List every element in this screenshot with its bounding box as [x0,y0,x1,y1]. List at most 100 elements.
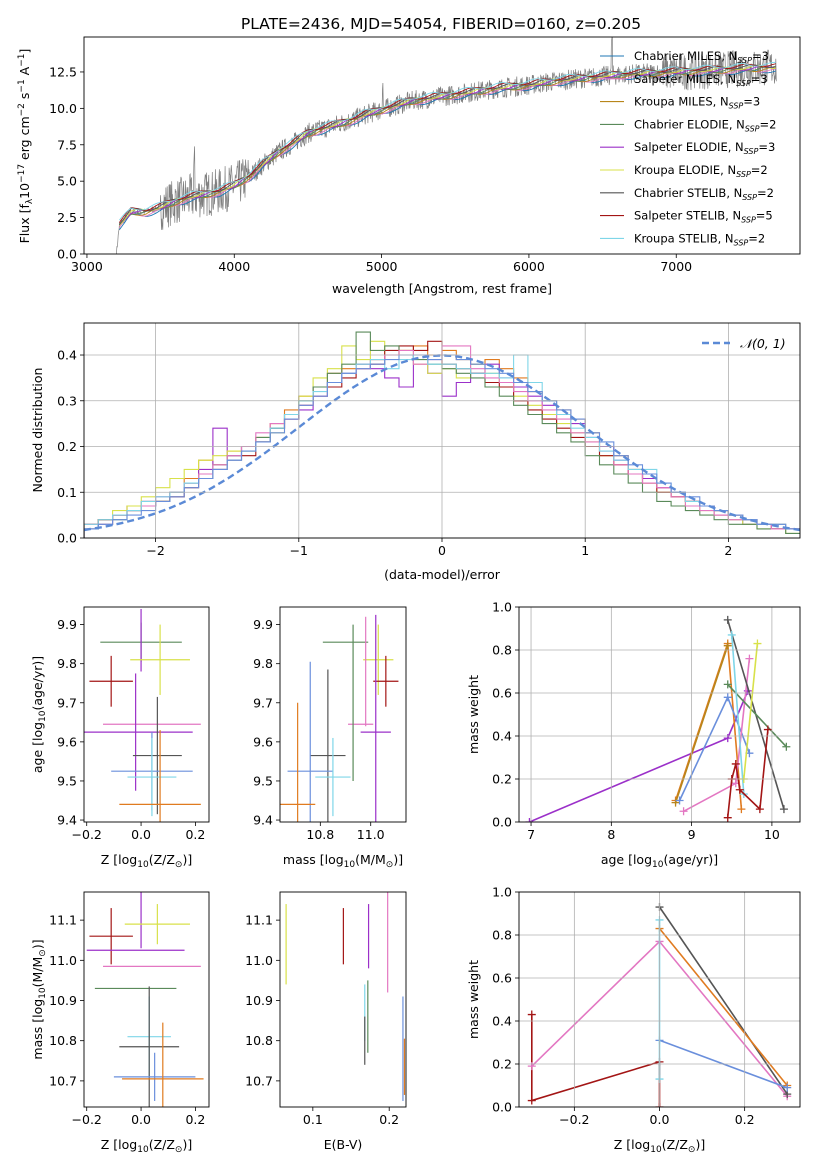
x-axis-label-part: (M/M [355,852,386,867]
y-tick-label: 9.4 [57,813,77,828]
x-tick-label: −0.2 [72,827,102,842]
y-tick-label: 12.5 [49,64,77,79]
legend-label-main: Kroupa STELIB, N [634,231,734,245]
y-tick-label: 10.7 [49,1073,77,1088]
y-axis-label: age [log10(age/yr)] [30,656,48,773]
legend-label: Chabrier STELIB, NSSP=2 [634,186,774,202]
y-axis-label: mass [log10(M/M⊙)] [30,939,48,1059]
x-axis-label-part: mass [log [283,852,344,867]
y-tick-label: 1.0 [492,600,512,615]
y-axis-label-part: )] [30,939,45,949]
y-tick-label: 2.5 [57,210,77,225]
x-tick-label: −2 [146,543,164,558]
x-axis-label-part: 10 [137,1145,149,1155]
x-tick-label: 11.0 [357,827,385,842]
y-tick-label: 9.7 [57,695,77,710]
legend-label-sub: SSP [741,216,756,225]
error-bar-point [315,737,351,817]
x-tick-label: −0.2 [559,1112,589,1127]
panel-age-vs-Z: −0.2 0.0 0.29.49.59.69.79.89.9Z [log10(Z/Z… [30,606,210,870]
legend-label-sub: SSP [745,124,760,133]
weight-line [743,643,759,780]
plot-area [86,892,204,1107]
error-bar-point [363,624,394,695]
x-tick-label: 7 [527,827,535,842]
axes-frame [518,606,801,823]
error-bar-point [127,737,177,817]
legend-label-sub: SSP [737,56,752,65]
x-tick-label: 6000 [513,259,545,274]
weight-line [674,645,729,803]
legend-label-sub: SSP [736,170,751,179]
y-tick-label: 0.8 [492,928,512,943]
weight-marker [745,654,754,663]
x-tick-label: 3000 [71,259,103,274]
error-bar-point [280,702,316,822]
y-tick-label: 9.6 [253,734,273,749]
legend-label-main: Chabrier MILES, N [634,49,737,63]
legend-label-sub: SSP [734,238,749,247]
y-axis-label-part: s [17,93,32,104]
x-axis-label-part: (age/yr)] [663,852,718,867]
y-axis-label-part: age [log [30,722,45,773]
legend-label: Salpeter ELODIE, NSSP=3 [634,140,775,156]
x-axis-label-part: Z [log [614,1137,650,1152]
y-tick-label: 0.2 [492,1057,512,1072]
y-tick-label: 9.9 [57,617,77,632]
legend-label: Salpeter MILES, NSSP=3 [634,72,768,88]
plot-area [285,892,406,1101]
y-axis-label: mass weight [466,675,481,754]
x-axis-label-part: ⊙ [386,860,394,870]
error-bar-point [132,696,182,815]
y-axis-label-part: −1 [17,79,27,92]
y-axis-label-part: −1 [17,54,27,67]
y-axis-label-part: (M/M [30,957,45,988]
legend-label-main: Salpeter MILES, N [634,72,736,86]
weight-marker [735,785,744,794]
y-tick-label: 0.0 [492,815,512,830]
y-axis-label-part: A [17,66,32,79]
weight-line [658,927,788,1087]
weight-marker [731,759,740,768]
weight-line [531,1014,661,1107]
x-axis-label-part: )] [393,852,403,867]
y-tick-label: 0.6 [492,686,512,701]
y-tick-label: 9.6 [57,734,77,749]
error-bar-point [130,624,190,695]
y-tick-label: 0.1 [57,485,77,500]
x-tick-label: 0.2 [379,1112,399,1127]
legend-label-main: Kroupa ELODIE, N [634,163,736,177]
y-tick-label: 9.7 [253,695,273,710]
legend-label-tail: =2 [751,163,768,177]
y-tick-label: 9.8 [253,656,273,671]
y-tick-label: 11.1 [245,913,273,928]
model-spectrum [119,69,776,231]
x-axis-label-part: )] [182,1137,192,1152]
observed-spectrum [116,37,777,254]
weight-marker [727,630,736,639]
legend-label-main: Kroupa MILES, N [634,95,729,109]
y-tick-label: 10.8 [245,1033,273,1048]
panel-residuals: −2 −1 0 1 2 0.0 0.1 0.2 0.3 0.4 𝒩(0, 1) (data-model… [30,322,801,582]
y-axis-label-part: 10 [38,710,48,722]
legend-label: Kroupa ELODIE, NSSP=2 [634,163,768,179]
y-tick-label: 10.8 [49,1033,77,1048]
axes-frame [518,891,801,1108]
x-tick-label: 7000 [660,259,692,274]
axes-frame [83,36,801,255]
y-axis-label: mass weight [466,960,481,1039]
weight-marker [723,680,732,689]
x-tick-label: 0 [438,543,446,558]
legend-label: Kroupa STELIB, NSSP=2 [634,231,765,247]
plot-area [280,614,399,822]
error-bar-point [89,908,133,965]
y-axis-label-part: ⊙ [38,949,48,957]
x-axis-label: E(B-V) [324,1137,363,1152]
weight-marker [671,798,680,807]
y-tick-label: 0.0 [57,531,77,546]
y-tick-label: 0.6 [492,971,512,986]
y-tick-label: 9.9 [253,617,273,632]
weight-marker [782,742,791,751]
weight-marker [779,805,788,814]
